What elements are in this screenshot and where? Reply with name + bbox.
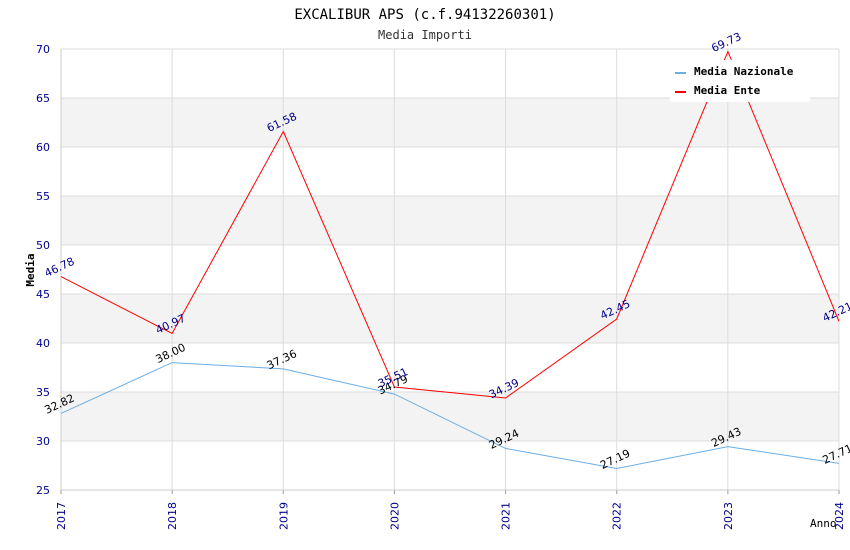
y-tick-label: 60 bbox=[36, 141, 50, 154]
y-tick-label: 30 bbox=[36, 435, 50, 448]
grid-band bbox=[61, 294, 839, 343]
x-tick-label: 2019 bbox=[277, 502, 290, 530]
x-tick-label: 2022 bbox=[611, 502, 624, 530]
axes: 25 30 35 40 45 50 55 60 65 70 2017 2018 2019 2020 2021… bbox=[36, 43, 846, 530]
x-tick-label: 2023 bbox=[722, 502, 735, 530]
x-tick-label: 2017 bbox=[55, 502, 68, 530]
y-tick-label: 50 bbox=[36, 239, 50, 252]
x-tick-label: 2021 bbox=[500, 502, 513, 530]
y-tick-label: 70 bbox=[36, 43, 50, 56]
y-tick-label: 35 bbox=[36, 386, 50, 399]
grid-band bbox=[61, 343, 839, 392]
grid-band bbox=[61, 147, 839, 196]
y-tick-label: 65 bbox=[36, 92, 50, 105]
legend-label-media-ente: Media Ente bbox=[694, 84, 761, 97]
grid-band bbox=[61, 392, 839, 441]
grid-band bbox=[61, 245, 839, 294]
grid-band bbox=[61, 196, 839, 245]
chart-subtitle: Media Importi bbox=[378, 28, 472, 42]
grid-bands bbox=[61, 49, 839, 490]
x-tick-label: 2018 bbox=[166, 502, 179, 530]
legend: Media Nazionale Media Ente bbox=[670, 60, 810, 102]
legend-box bbox=[670, 60, 810, 102]
x-tick-label: 2024 bbox=[833, 502, 846, 530]
y-axis-label: Media bbox=[24, 253, 37, 286]
legend-label-media-nazionale: Media Nazionale bbox=[694, 65, 794, 78]
y-tick-label: 55 bbox=[36, 190, 50, 203]
x-tick-label: 2020 bbox=[388, 502, 401, 530]
y-tick-label: 45 bbox=[36, 288, 50, 301]
series-line-media-nazionale bbox=[60, 362, 840, 470]
y-tick-label: 40 bbox=[36, 337, 50, 350]
y-tick-label: 25 bbox=[36, 484, 50, 497]
grid-band bbox=[61, 98, 839, 147]
chart-title: EXCALIBUR APS (c.f.94132260301) bbox=[294, 7, 555, 23]
grid-band bbox=[61, 441, 839, 490]
x-axis-label: Anno bbox=[810, 517, 837, 530]
